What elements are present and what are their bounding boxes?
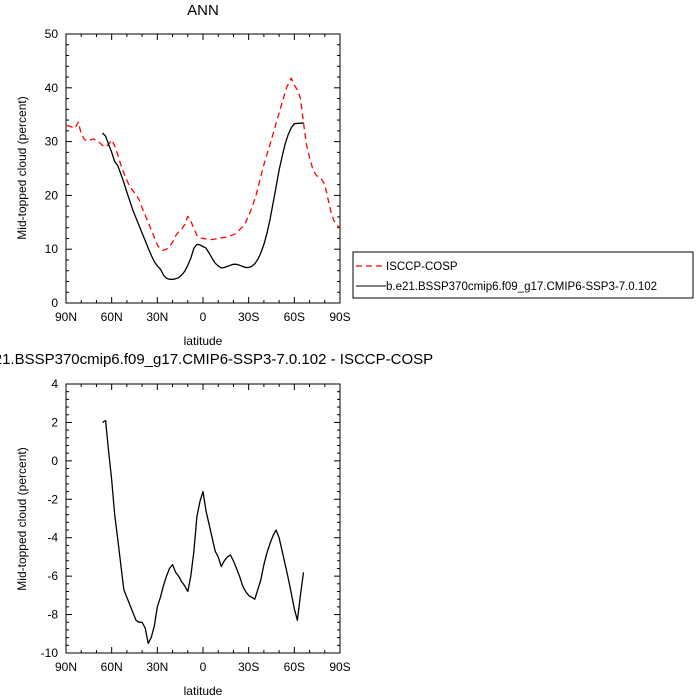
top-y-tick-label: 0 xyxy=(51,296,58,310)
bottom-x-tick-label: 30S xyxy=(238,660,259,674)
bottom-y-tick-label: -2 xyxy=(47,492,58,506)
bottom-x-tick-label: 90S xyxy=(329,660,350,674)
bottom-series-line-0 xyxy=(102,419,305,645)
top-x-tick-label: 30S xyxy=(238,310,259,324)
legend-box xyxy=(352,251,694,299)
top-x-tick-label: 90S xyxy=(329,310,350,324)
top-x-tick-label: 90N xyxy=(55,310,77,324)
top-chart-title: ANN xyxy=(187,2,219,19)
bottom-y-tick-label: 0 xyxy=(51,454,58,468)
bottom-chart: b.e21.BSSP370cmip6.f09_g17.CMIP6-SSP3-7.… xyxy=(0,351,433,698)
top-chart-legend: ISCCP-COSP b.e21.BSSP370cmip6.f09_g17.CM… xyxy=(352,251,694,299)
top-x-tick-label: 0 xyxy=(200,310,207,324)
top-y-tick-label: 10 xyxy=(45,242,59,256)
bottom-chart-y-axis-label: Mid-topped cloud (percent) xyxy=(15,447,29,590)
bottom-chart-frame xyxy=(65,383,341,654)
bottom-x-tick-label: 90N xyxy=(55,660,77,674)
top-y-tick-label: 30 xyxy=(45,135,59,149)
top-series-line-0 xyxy=(66,77,340,251)
top-x-tick-label: 60N xyxy=(101,310,123,324)
bottom-x-tick-label: 60S xyxy=(284,660,305,674)
top-x-tick-label: 30N xyxy=(146,310,168,324)
top-chart-x-axis-label: latitude xyxy=(184,334,223,348)
bottom-x-tick-label: 30N xyxy=(146,660,168,674)
top-y-tick-label: 40 xyxy=(45,81,59,95)
top-chart-ticks: 90N 60N 30N 0 30S 60S 90S 0 10 20 30 40 50 xyxy=(45,27,351,324)
top-chart: ANN Mid-topped cloud (percent) latitude … xyxy=(15,2,351,348)
bottom-y-tick-label: 2 xyxy=(51,415,58,429)
top-chart-plot-area: ISCCP-COSP xyxy=(66,77,340,280)
top-y-tick-label: 20 xyxy=(45,188,59,202)
top-x-tick-label: 60S xyxy=(284,310,305,324)
bottom-x-tick-label: 60N xyxy=(101,660,123,674)
top-chart-y-axis-label: Mid-topped cloud (percent) xyxy=(15,96,29,239)
bottom-y-tick-label: 4 xyxy=(51,377,58,391)
top-series-line-1 xyxy=(102,122,304,280)
legend-label-isccp: ISCCP-COSP xyxy=(386,261,458,273)
bottom-x-tick-label: 0 xyxy=(200,660,207,674)
top-chart-frame xyxy=(65,33,341,304)
bottom-chart-plot-area xyxy=(102,419,305,645)
legend-label-model: b.e21.BSSP370cmip6.f09_g17.CMIP6-SSP3-7.… xyxy=(386,281,657,293)
bottom-y-tick-label: -8 xyxy=(47,608,58,622)
bottom-y-tick-label: -6 xyxy=(47,569,58,583)
bottom-y-tick-label: -10 xyxy=(41,646,59,660)
bottom-y-tick-label: -4 xyxy=(47,531,58,545)
top-y-tick-label: 50 xyxy=(45,27,59,41)
bottom-chart-title: b.e21.BSSP370cmip6.f09_g17.CMIP6-SSP3-7.… xyxy=(0,351,433,368)
bottom-chart-x-axis-label: latitude xyxy=(184,684,223,698)
